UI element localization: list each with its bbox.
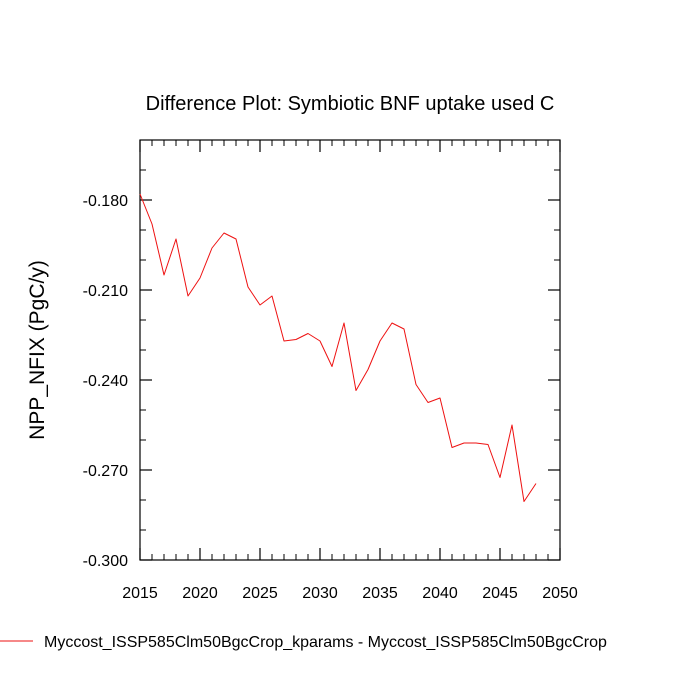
x-tick-label: 2015 xyxy=(122,585,158,602)
series-layer xyxy=(139,193,537,502)
legend: Myccost_ISSP585Clm50BgcCrop_kparams - My… xyxy=(0,634,607,651)
y-tick-label: -0.210 xyxy=(83,283,128,300)
x-tick-label: 2040 xyxy=(422,585,458,602)
x-tick-label: 2045 xyxy=(482,585,518,602)
x-tick-label: 2030 xyxy=(302,585,338,602)
y-tick-label: -0.240 xyxy=(83,373,128,390)
y-tick-label: -0.180 xyxy=(83,193,128,210)
x-tick-label: 2020 xyxy=(182,585,218,602)
plot-frame xyxy=(139,139,561,561)
series-line xyxy=(139,193,537,502)
x-tick-label: 2025 xyxy=(242,585,278,602)
legend-entry-label: Myccost_ISSP585Clm50BgcCrop_kparams - My… xyxy=(44,634,607,651)
chart-title: Difference Plot: Symbiotic BNF uptake us… xyxy=(146,93,555,115)
y-tick-label: -0.270 xyxy=(83,463,128,480)
y-axis-ticks: -0.300 -0.270 -0.240 -0.210 -0.180 xyxy=(83,139,560,570)
x-tick-label: 2035 xyxy=(362,585,398,602)
y-tick-label: -0.300 xyxy=(83,553,128,570)
x-axis-ticks: 2015 2020 2025 2030 2035 2040 2045 2050 xyxy=(122,140,578,602)
y-axis-label: NPP_NFIX (PgC/y) xyxy=(26,260,49,440)
x-tick-label: 2050 xyxy=(542,585,578,602)
